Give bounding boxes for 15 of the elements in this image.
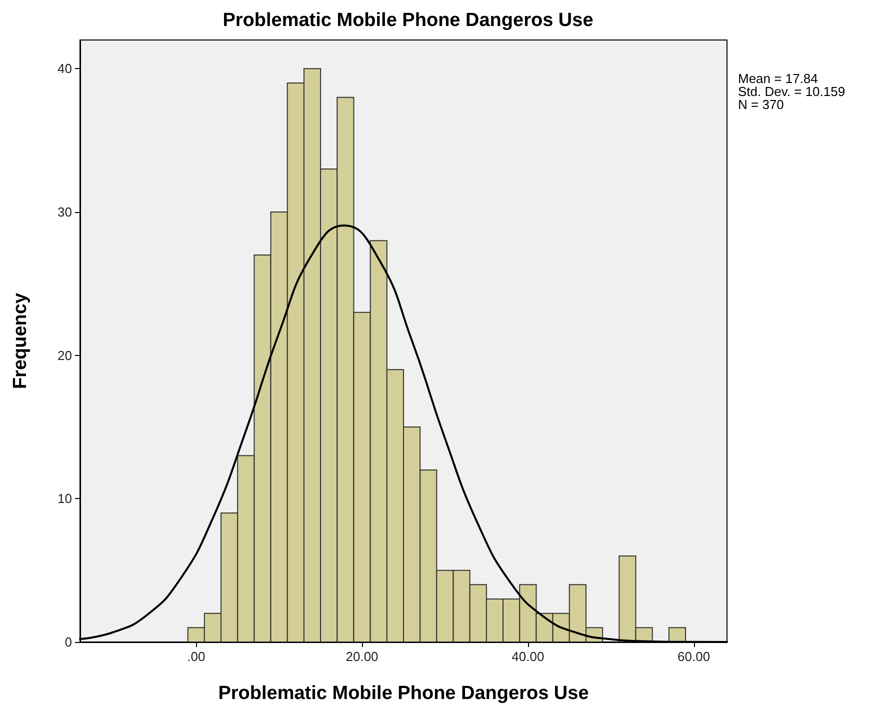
x-tick-label: 20.00 bbox=[346, 649, 378, 664]
x-tick-label: 60.00 bbox=[678, 649, 710, 664]
y-tick-label: 10 bbox=[58, 491, 72, 506]
text: Std. Dev. = 10.159 bbox=[738, 84, 846, 99]
y-tick-label: 30 bbox=[58, 204, 72, 220]
y-tick-label: 40 bbox=[58, 61, 72, 76]
y-axis-title: Frequency bbox=[10, 292, 31, 390]
text: Mean = 17.84 bbox=[738, 71, 818, 86]
y-tick-label: 20 bbox=[58, 348, 72, 363]
text: N = 370 bbox=[738, 97, 784, 112]
chart-title: Problematic Mobile Phone Dangeros Use bbox=[222, 10, 594, 31]
x-tick-label: 40.00 bbox=[512, 649, 544, 664]
x-tick-label: .00 bbox=[187, 649, 206, 664]
y-tick-label: 0 bbox=[64, 634, 72, 650]
x-axis-title: Problematic Mobile Phone Dangeros Use bbox=[218, 683, 589, 704]
